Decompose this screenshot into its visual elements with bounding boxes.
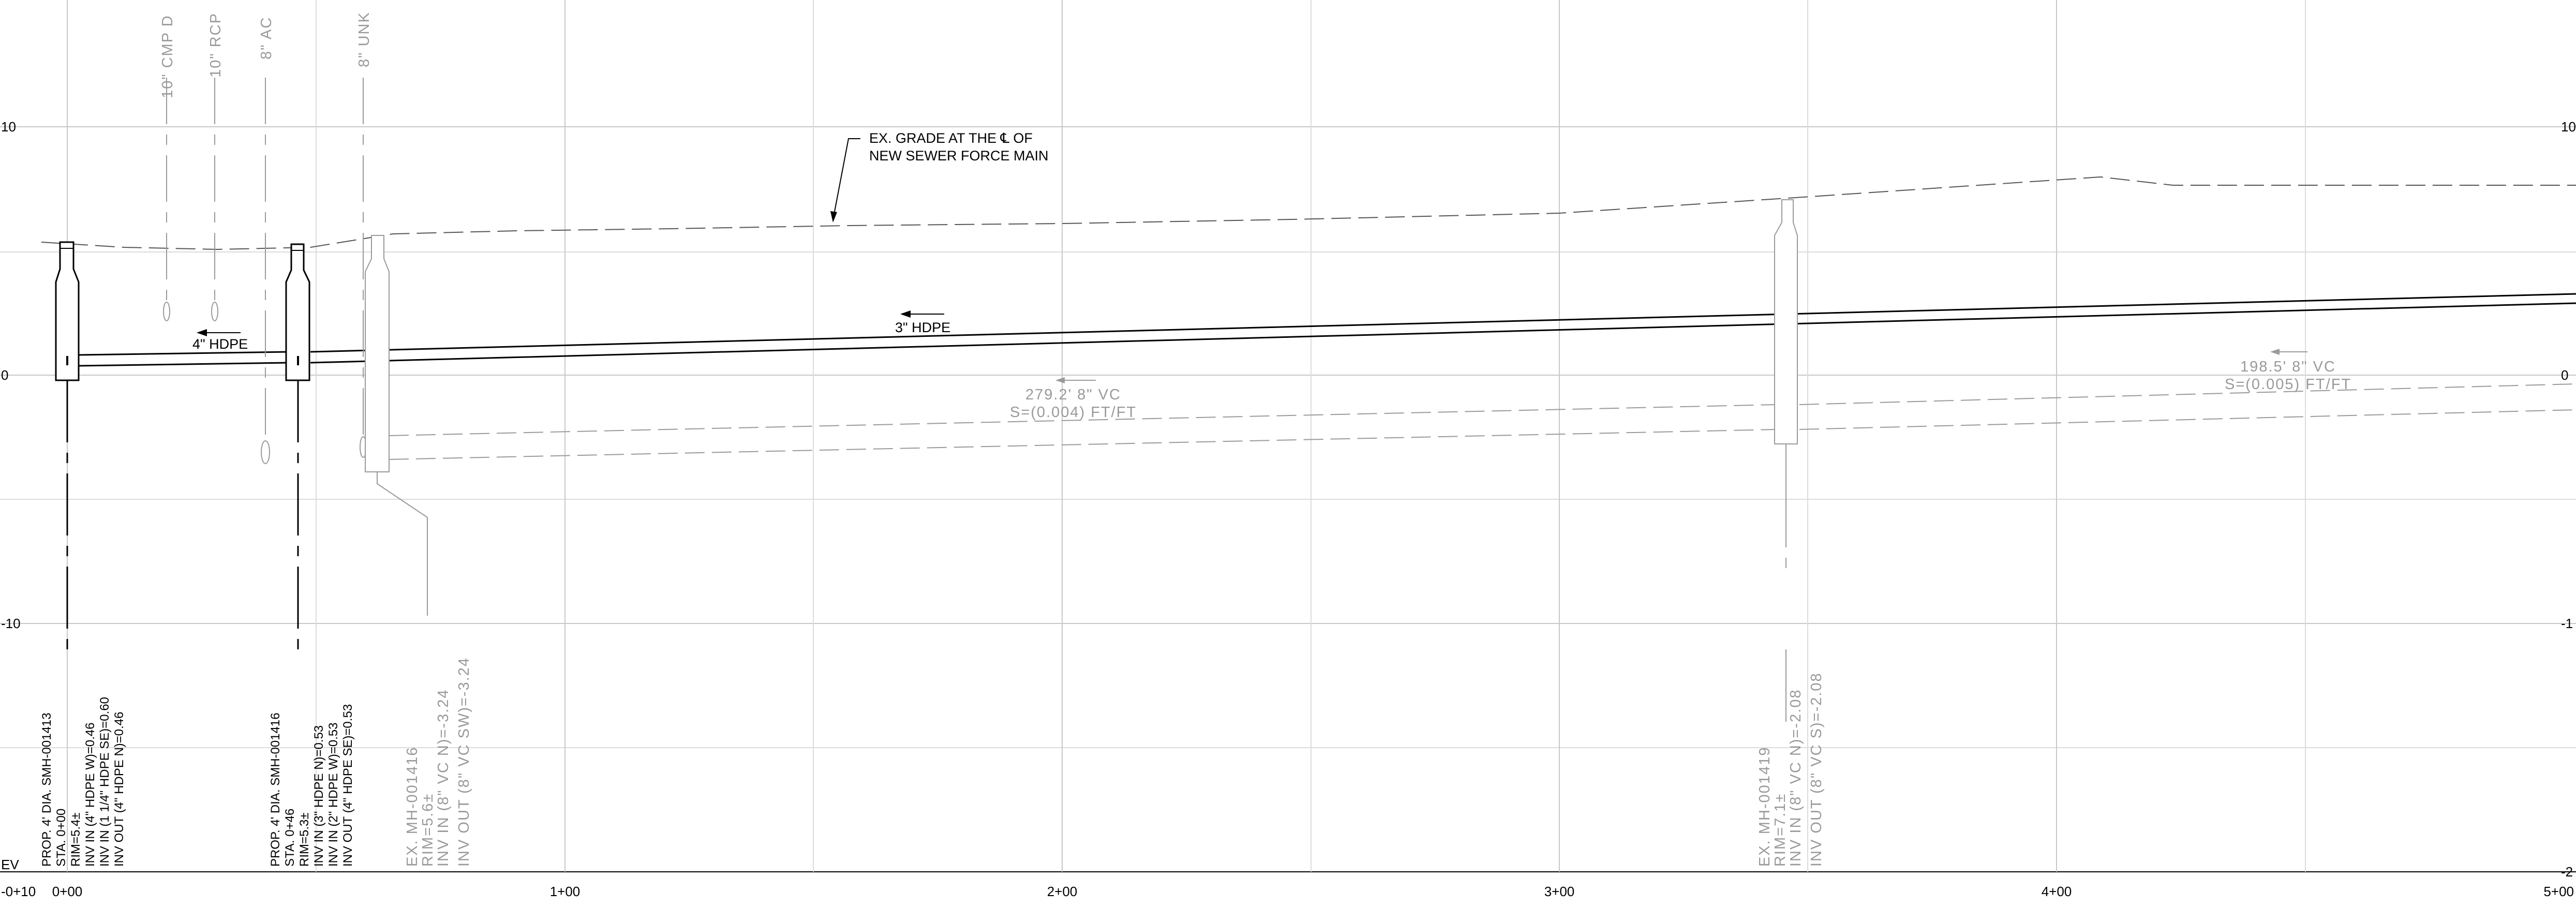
station-label: 2+00	[1047, 884, 1078, 899]
existing-manhole-mh-001416	[365, 235, 428, 616]
structure-note-line: INV IN (4" HDPE W)=0.46	[83, 722, 97, 867]
grade-callout-line2: NEW SEWER FORCE MAIN	[869, 148, 1049, 163]
existing-manhole-mh-001419	[1774, 199, 1798, 722]
station-label: 1+00	[550, 884, 580, 899]
grid	[0, 0, 2576, 872]
elev-label-right: 0	[2561, 367, 2568, 383]
proposed-force-main	[78, 293, 2576, 367]
structure-note-line: PROP. 4' DIA. SMH-001416	[269, 712, 282, 867]
station-axis: -0+10 0+00 1+00 2+00 3+00 4+00 5+00	[1, 884, 2574, 899]
elevation-axis-right: 10 0 -1 -2	[2561, 119, 2576, 880]
vc-length-label: 279.2' 8" VC	[1025, 386, 1121, 403]
vc-length-label: 198.5' 8" VC	[2240, 359, 2336, 375]
structure-note-line: INV OUT (8" VC SW)=-3.24	[456, 657, 472, 867]
structure-note-line: INV IN (1 1/4" HDPE SE)=0.60	[98, 697, 112, 867]
structure-note-line: STA. 0+46	[283, 809, 297, 867]
corner-label: EV	[1, 857, 19, 872]
elev-label-left: 0	[1, 367, 8, 383]
elevation-axis-left: 10 0 -10 EV	[1, 119, 21, 872]
station-label: 5+00	[2543, 884, 2574, 899]
structure-note-line: RIM=7.1±	[1772, 793, 1789, 867]
crossing-label: 10" CMP D	[159, 14, 176, 98]
structure-note-smh-001416: PROP. 4' DIA. SMH-001416 STA. 0+46 RIM=5…	[269, 704, 355, 867]
manhole-smh-001413	[55, 241, 80, 649]
station-label: 3+00	[1544, 884, 1575, 899]
structure-note-line: EX. MH-001416	[404, 747, 421, 867]
elev-label-right: -2	[2561, 864, 2573, 880]
structure-note-mh-001419: EX. MH-001419 RIM=7.1± INV IN (8" VC N)=…	[1756, 672, 1825, 867]
station-label: 0+00	[52, 884, 83, 899]
structure-note-line: PROP. 4' DIA. SMH-001413	[40, 712, 54, 867]
structure-note-line: INV IN (3" HDPE N)=0.53	[312, 725, 326, 867]
structure-note-line: INV IN (8" VC N)=-2.08	[1788, 689, 1804, 867]
station-label: -0+10	[1, 884, 36, 899]
structure-note-line: INV OUT (4" HDPE SE)=0.53	[341, 704, 355, 867]
structure-note-line: INV IN (2" HDPE W)=0.53	[326, 722, 340, 867]
grade-callout-arrowhead	[830, 211, 837, 222]
pipe-label-4in-hdpe: 4" HDPE	[192, 336, 248, 352]
elev-label-right: 10	[2561, 119, 2576, 135]
vc-slope-label: S=(0.005) FT/FT	[2225, 376, 2351, 393]
structure-note-line: EX. MH-001419	[1756, 747, 1773, 867]
crossing-label: 10" RCP	[207, 12, 224, 78]
crossing-label: 8" AC	[258, 17, 275, 60]
elev-label-left: 10	[1, 119, 16, 135]
structure-note-smh-001413: PROP. 4' DIA. SMH-001413 STA. 0+00 RIM=5…	[40, 697, 126, 867]
structure-note-line: RIM=5.3±	[297, 812, 311, 867]
structure-note-line: INV IN (8" VC N)=-3.24	[435, 689, 452, 867]
grade-callout-line1: EX. GRADE AT THE ℄ OF	[869, 130, 1033, 146]
existing-grade-line	[41, 176, 2576, 250]
structure-note-line: RIM=5.6±	[420, 793, 436, 867]
flow-arrows	[197, 310, 2307, 383]
pipe-label-3in-hdpe: 3" HDPE	[895, 320, 950, 335]
structure-note-line: INV OUT (4" HDPE N)=0.46	[112, 712, 126, 867]
structure-note-mh-001416: EX. MH-001416 RIM=5.6± INV IN (8" VC N)=…	[404, 657, 472, 867]
structure-note-line: STA. 0+00	[54, 809, 68, 867]
utility-crossings	[163, 78, 367, 464]
crossing-label: 8" UNK	[356, 11, 373, 67]
grade-callout-leader	[832, 138, 860, 220]
station-label: 4+00	[2042, 884, 2072, 899]
structure-note-line: RIM=5.4±	[69, 812, 83, 867]
structure-note-line: INV OUT (8" VC S)=-2.08	[1808, 672, 1825, 867]
existing-vc-pipe	[389, 383, 2576, 460]
vc-slope-label: S=(0.004) FT/FT	[1010, 404, 1137, 421]
elev-label-right: -1	[2561, 616, 2573, 631]
elev-label-left: -10	[1, 616, 21, 631]
manhole-smh-001416	[285, 243, 310, 649]
